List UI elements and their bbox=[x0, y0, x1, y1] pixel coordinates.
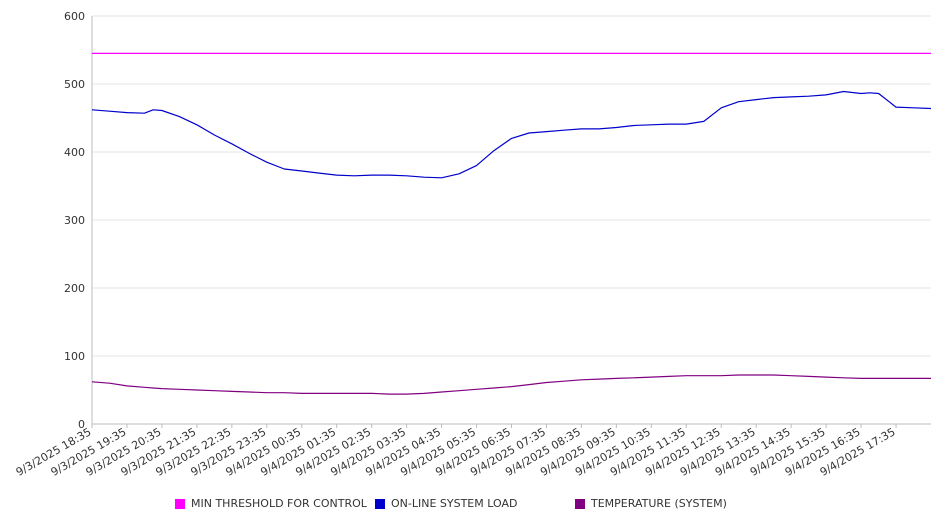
y-axis-tick-labels: 0 100 200 300 400 500 600 bbox=[64, 10, 85, 431]
legend-swatch-min-threshold bbox=[175, 498, 185, 509]
legend-label-min-threshold: MIN THRESHOLD FOR CONTROL bbox=[191, 497, 367, 510]
y-tick-label: 400 bbox=[64, 146, 85, 159]
grid-lines bbox=[92, 15, 931, 357]
legend: MIN THRESHOLD FOR CONTROL ON-LINE SYSTEM… bbox=[0, 497, 946, 515]
legend-swatch-system-load bbox=[375, 498, 385, 509]
y-tick-label: 500 bbox=[64, 78, 85, 91]
y-tick-label: 200 bbox=[64, 282, 85, 295]
legend-item-system-load[interactable]: ON-LINE SYSTEM LOAD bbox=[375, 497, 517, 510]
y-tick-label: 300 bbox=[64, 214, 85, 227]
series-line-1 bbox=[91, 90, 932, 179]
series-lines bbox=[91, 52, 932, 395]
y-tick-label: 100 bbox=[64, 350, 85, 363]
legend-label-system-load: ON-LINE SYSTEM LOAD bbox=[391, 497, 518, 510]
y-tick-label: 600 bbox=[64, 10, 85, 23]
legend-label-temperature: TEMPERATURE (SYSTEM) bbox=[591, 497, 727, 510]
legend-item-temperature[interactable]: TEMPERATURE (SYSTEM) bbox=[575, 497, 727, 510]
axes bbox=[91, 16, 931, 428]
legend-item-min-threshold[interactable]: MIN THRESHOLD FOR CONTROL bbox=[175, 497, 367, 510]
y-tick-label: 0 bbox=[78, 418, 85, 431]
series-line-2 bbox=[91, 374, 931, 395]
legend-swatch-temperature bbox=[575, 498, 585, 509]
x-axis-tick-labels: 9/3/2025 18:359/3/2025 19:359/3/2025 20:… bbox=[14, 425, 898, 479]
